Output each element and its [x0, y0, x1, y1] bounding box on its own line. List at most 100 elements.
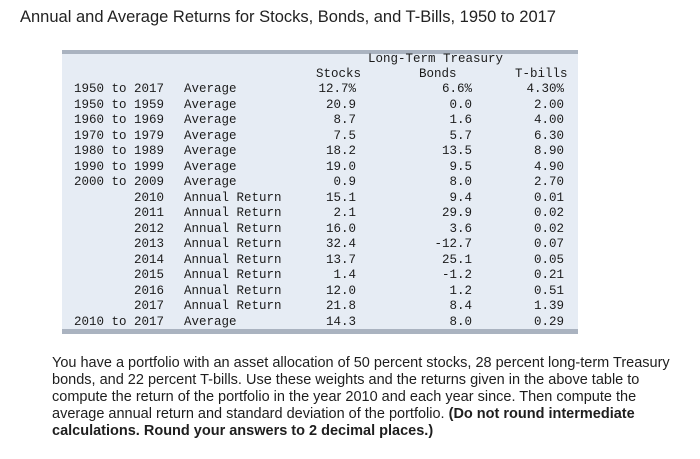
cell-period: 2017 [133, 299, 164, 313]
cell-tbills: 0.02 [533, 206, 564, 220]
cell-stocks: 20.9 [325, 97, 356, 112]
table-row: 2010 Annual Return 15.1 9.4 0.01 [62, 191, 578, 207]
table-row: 1960 to 1969 Average 8.7 1.6 4.00 [62, 113, 578, 129]
cell-stocks: 12.0 [325, 283, 356, 298]
cell-label: Average [184, 82, 237, 96]
cell-tbills: 0.29 [533, 314, 564, 329]
cell-tbills: 0.05 [533, 252, 564, 267]
cell-label: Average [184, 128, 237, 143]
cell-label: Average [184, 113, 237, 127]
cell-period: 2000 to 2009 [73, 175, 164, 189]
cell-bonds: -1.2 [441, 268, 472, 282]
cell-tbills: 1.39 [533, 299, 564, 313]
cell-stocks: 15.1 [325, 190, 356, 205]
cell-bonds: 25.1 [441, 252, 472, 267]
cell-label: Average [184, 144, 237, 158]
table-row: 2017 Annual Return 21.8 8.4 1.39 [62, 299, 578, 315]
cell-period: 1980 to 1989 [73, 144, 164, 158]
cell-period: 1970 to 1979 [73, 128, 164, 143]
cell-tbills: 0.51 [533, 283, 564, 298]
cell-period: 1950 to 1959 [73, 97, 164, 112]
cell-tbills: 4.90 [533, 159, 564, 174]
cell-stocks: 1.4 [333, 268, 356, 282]
cell-tbills: 8.90 [533, 144, 564, 158]
cell-bonds: 8.0 [449, 314, 472, 329]
table-row: 1950 to 1959 Average 20.9 0.0 2.00 [62, 98, 578, 114]
cell-bonds: 13.5 [441, 144, 472, 158]
cell-bonds: 9.4 [449, 190, 472, 205]
cell-label: Annual Return [184, 283, 282, 298]
cell-period: 2012 [133, 221, 164, 236]
table-row: 1950 to 2017 Average 12.7% 6.6% 4.30% [62, 82, 578, 98]
table-row: 2016 Annual Return 12.0 1.2 0.51 [62, 284, 578, 300]
cell-bonds: -12.7 [434, 237, 472, 251]
cell-bonds: 29.9 [441, 206, 472, 220]
cell-period: 2013 [133, 237, 164, 251]
cell-bonds: 5.7 [449, 128, 472, 143]
cell-stocks: 8.7 [333, 113, 356, 127]
cell-period: 2010 [133, 190, 164, 205]
table-row: 1970 to 1979 Average 7.5 5.7 6.30 [62, 129, 578, 145]
table-bottom-rule [62, 329, 578, 334]
cell-stocks: 12.7% [318, 82, 356, 96]
cell-stocks: 13.7 [325, 252, 356, 267]
cell-label: Average [184, 97, 237, 112]
cell-tbills: 0.21 [533, 268, 564, 282]
cell-bonds: 1.6 [449, 113, 472, 127]
cell-period: 1960 to 1969 [73, 113, 164, 127]
cell-period: 2015 [133, 268, 164, 282]
question-instruction: (Do not round intermediate calculations.… [52, 406, 635, 439]
cell-tbills: 0.02 [533, 221, 564, 236]
table-row: 2014 Annual Return 13.7 25.1 0.05 [62, 253, 578, 269]
cell-stocks: 18.2 [325, 144, 356, 158]
returns-table: Long-Term Treasury Stocks Bonds T-bills … [62, 50, 578, 334]
cell-label: Average [184, 175, 237, 189]
table-row: 2010 to 2017 Average 14.3 8.0 0.29 [62, 315, 578, 331]
header-stocks: Stocks [316, 67, 362, 81]
cell-tbills: 6.30 [533, 128, 564, 143]
cell-tbills: 2.00 [533, 97, 564, 112]
cell-tbills: 4.30% [526, 82, 564, 96]
cell-bonds: 3.6 [449, 221, 472, 236]
cell-stocks: 14.3 [325, 314, 356, 329]
table-row: 2012 Annual Return 16.0 3.6 0.02 [62, 222, 578, 238]
cell-label: Annual Return [184, 190, 282, 205]
cell-stocks: 21.8 [325, 299, 356, 313]
cell-bonds: 8.0 [449, 175, 472, 189]
cell-label: Annual Return [184, 221, 282, 236]
cell-label: Annual Return [184, 252, 282, 267]
cell-label: Annual Return [184, 299, 282, 313]
cell-stocks: 19.0 [325, 159, 356, 174]
cell-period: 2011 [133, 206, 164, 220]
cell-tbills: 2.70 [533, 175, 564, 189]
header-long-term-treasury: Long-Term Treasury [368, 52, 504, 66]
table-row: 2000 to 2009 Average 0.9 8.0 2.70 [62, 175, 578, 191]
cell-stocks: 7.5 [333, 128, 356, 143]
table-row: 2013 Annual Return 32.4 -12.7 0.07 [62, 237, 578, 253]
cell-bonds: 9.5 [449, 159, 472, 174]
table-row: 1980 to 1989 Average 18.2 13.5 8.90 [62, 144, 578, 160]
cell-bonds: 1.2 [449, 283, 472, 298]
page-title: Annual and Average Returns for Stocks, B… [20, 8, 556, 26]
cell-bonds: 6.6% [441, 82, 472, 96]
cell-stocks: 0.9 [333, 175, 356, 189]
cell-stocks: 32.4 [325, 237, 356, 251]
cell-tbills: 4.00 [533, 113, 564, 127]
cell-bonds: 8.4 [449, 299, 472, 313]
table-row: 2015 Annual Return 1.4 -1.2 0.21 [62, 268, 578, 284]
cell-label: Annual Return [184, 206, 282, 220]
table-row: 1990 to 1999 Average 19.0 9.5 4.90 [62, 160, 578, 176]
cell-period: 2014 [133, 252, 164, 267]
cell-period: 2016 [133, 283, 164, 298]
cell-bonds: 0.0 [449, 97, 472, 112]
cell-stocks: 16.0 [325, 221, 356, 236]
cell-stocks: 2.1 [333, 206, 356, 220]
header-tbills: T-bills [515, 67, 568, 81]
header-bonds: Bonds [419, 67, 457, 81]
cell-tbills: 0.01 [533, 190, 564, 205]
cell-label: Annual Return [184, 268, 282, 282]
question-body: You have a portfolio with an asset alloc… [52, 355, 670, 422]
cell-period: 2010 to 2017 [73, 314, 164, 329]
question-text: You have a portfolio with an asset alloc… [52, 355, 688, 440]
cell-period: 1950 to 2017 [73, 82, 164, 96]
